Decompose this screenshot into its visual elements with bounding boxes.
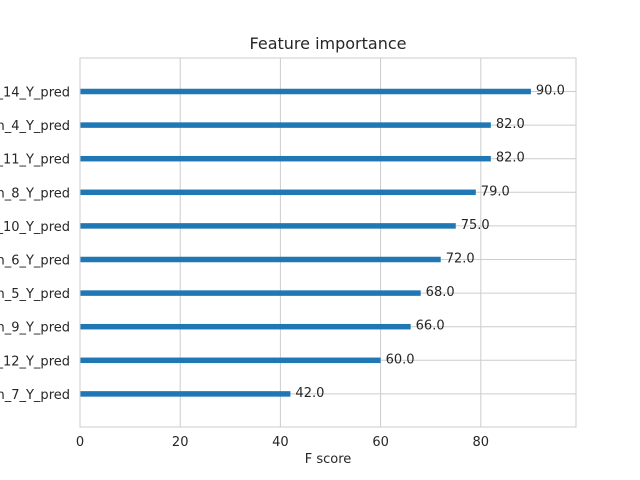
y-tick-label: n_7_Y_pred	[0, 388, 70, 403]
bar	[80, 88, 531, 95]
bar-value-label: 42.0	[295, 386, 324, 401]
bars-layer	[80, 88, 531, 397]
bar	[80, 323, 411, 330]
labels-layer: 0 20 40 60 80 _14_Y_pred 90.0 n_4_Y_pred 82.0 _11…	[0, 84, 565, 451]
y-tick-label: n_5_Y_pred	[0, 287, 70, 302]
bar	[80, 122, 491, 128]
bar-value-label: 75.0	[461, 218, 490, 233]
x-tick-label: 80	[473, 435, 490, 450]
bar	[80, 256, 441, 263]
y-tick-label: n_4_Y_pred	[0, 119, 70, 134]
chart-title: Feature importance	[250, 34, 407, 53]
bar	[80, 391, 291, 397]
bar-value-label: 82.0	[496, 117, 525, 132]
plot-frame	[79, 57, 577, 428]
bar-value-label: 90.0	[536, 84, 565, 99]
y-tick-label: _11_Y_pred	[0, 153, 70, 168]
bar	[80, 290, 421, 296]
y-tick-label: n_9_Y_pred	[0, 321, 70, 336]
bar-value-label: 68.0	[426, 285, 455, 300]
y-tick-label: n_8_Y_pred	[0, 186, 70, 201]
bar	[80, 189, 476, 196]
x-tick-label: 20	[172, 435, 189, 450]
y-tick-label: n_6_Y_pred	[0, 254, 70, 269]
y-tick-label: _10_Y_pred	[0, 220, 70, 235]
bar-value-label: 72.0	[446, 252, 475, 267]
bar	[80, 223, 456, 229]
bar-value-label: 60.0	[386, 352, 415, 367]
bar-value-label: 82.0	[496, 151, 525, 166]
grid-layer	[79, 58, 576, 427]
y-tick-label: _12_Y_pred	[0, 354, 70, 369]
bar-value-label: 79.0	[481, 184, 510, 199]
x-tick-label: 0	[76, 435, 84, 450]
bar	[80, 357, 381, 364]
x-axis-label: F score	[305, 452, 352, 467]
y-tick-label: _14_Y_pred	[0, 86, 70, 101]
x-tick-label: 60	[372, 435, 389, 450]
x-tick-label: 40	[272, 435, 289, 450]
bar	[80, 155, 491, 162]
bar-value-label: 66.0	[416, 319, 445, 334]
